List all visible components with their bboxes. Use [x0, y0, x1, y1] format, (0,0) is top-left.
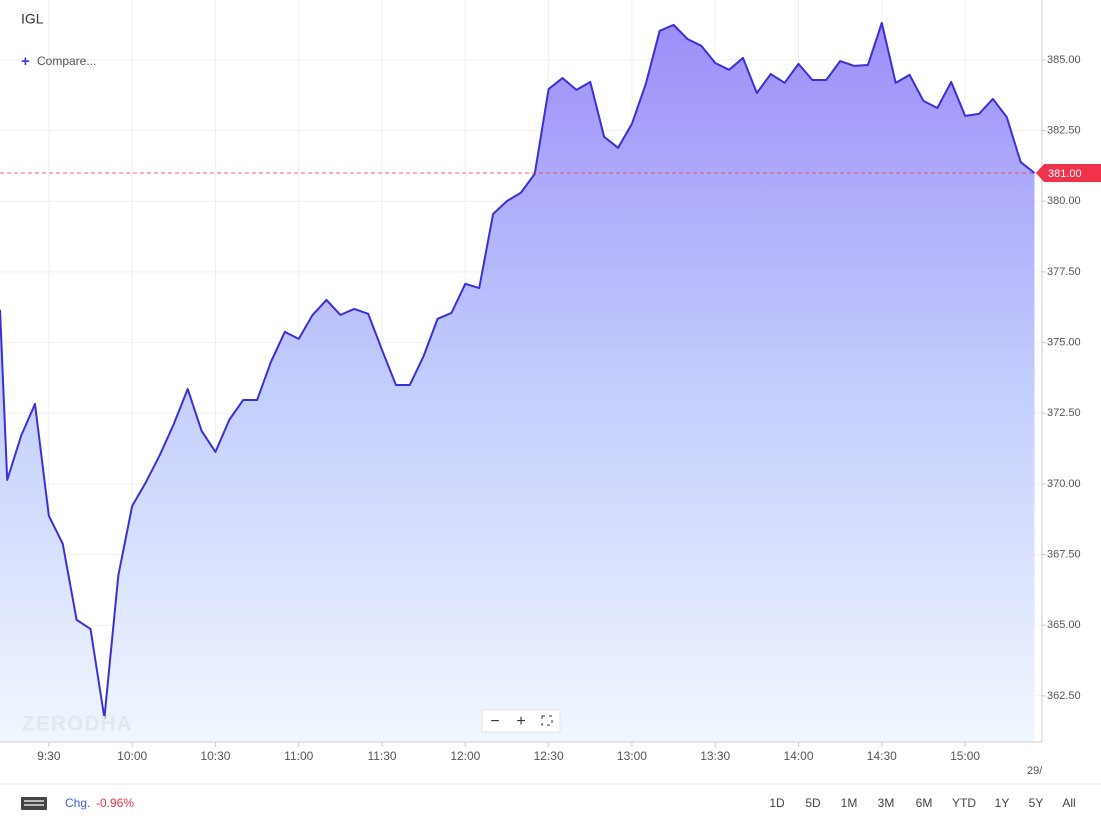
y-tick-label: 367.50 — [1047, 548, 1081, 560]
y-tick-label: 370.00 — [1047, 478, 1081, 490]
price-line — [0, 21, 1036, 719]
y-tick-label: 377.50 — [1047, 266, 1081, 278]
range-button[interactable]: YTD — [952, 796, 976, 810]
compare-label: Compare... — [37, 54, 96, 68]
y-tick-label: 385.00 — [1047, 54, 1081, 66]
x-tick-label: 11:30 — [367, 749, 396, 763]
zoom-out[interactable]: − — [490, 713, 499, 730]
x-tick-label: 14:00 — [783, 749, 813, 763]
last-price-tag — [1036, 163, 1101, 182]
range-button[interactable]: 3M — [878, 796, 895, 810]
x-tick-label: 13:00 — [617, 749, 647, 763]
x-tick-label: 15:00 — [950, 749, 980, 763]
x-tick-label: 10:30 — [200, 749, 230, 763]
compare-button[interactable]: + Compare... — [21, 53, 96, 70]
x-tick-label: 12:30 — [534, 749, 564, 763]
change-value: -0.96% — [96, 796, 134, 810]
keyboard-keys — [24, 800, 44, 802]
x-tick-label: 10:00 — [117, 749, 147, 763]
watermark: ZERODHA — [22, 713, 133, 736]
keyboard-keys — [24, 804, 44, 806]
range-button[interactable]: 1M — [841, 796, 858, 810]
y-tick-label: 382.50 — [1047, 124, 1081, 136]
x-tick-label: 11:00 — [284, 749, 313, 763]
last-price-label: 381.00 — [1048, 168, 1082, 180]
zoom-in[interactable]: + — [516, 713, 525, 730]
change-label: Chg. — [65, 796, 90, 810]
x-tick-label: 12:00 — [450, 749, 480, 763]
range-button[interactable]: 6M — [916, 796, 933, 810]
area-fill — [0, 22, 1035, 743]
y-tick-label: 375.00 — [1047, 336, 1081, 348]
date-label: 29/ — [1027, 765, 1043, 777]
chart-title: IGL — [21, 11, 44, 27]
keyboard-icon[interactable] — [21, 797, 47, 810]
y-tick-label: 365.00 — [1047, 619, 1081, 631]
x-tick-label: 13:30 — [700, 749, 730, 763]
x-tick-label: 14:30 — [867, 749, 897, 763]
range-button[interactable]: All — [1062, 796, 1075, 810]
keyboard-body — [21, 797, 47, 810]
zoom-controls: − + — [481, 709, 561, 733]
y-tick-label: 372.50 — [1047, 407, 1081, 419]
plus-icon: + — [21, 53, 30, 70]
range-button[interactable]: 1Y — [995, 796, 1010, 810]
x-tick-label: 9:30 — [37, 749, 61, 763]
range-button[interactable]: 1D — [769, 796, 785, 810]
range-button[interactable]: 5Y — [1029, 796, 1044, 810]
zoom-box — [481, 709, 561, 733]
y-tick-label: 362.50 — [1047, 690, 1081, 702]
fullscreen[interactable] — [541, 715, 553, 726]
y-tick-label: 380.00 — [1047, 195, 1081, 207]
range-button[interactable]: 5D — [805, 796, 821, 810]
